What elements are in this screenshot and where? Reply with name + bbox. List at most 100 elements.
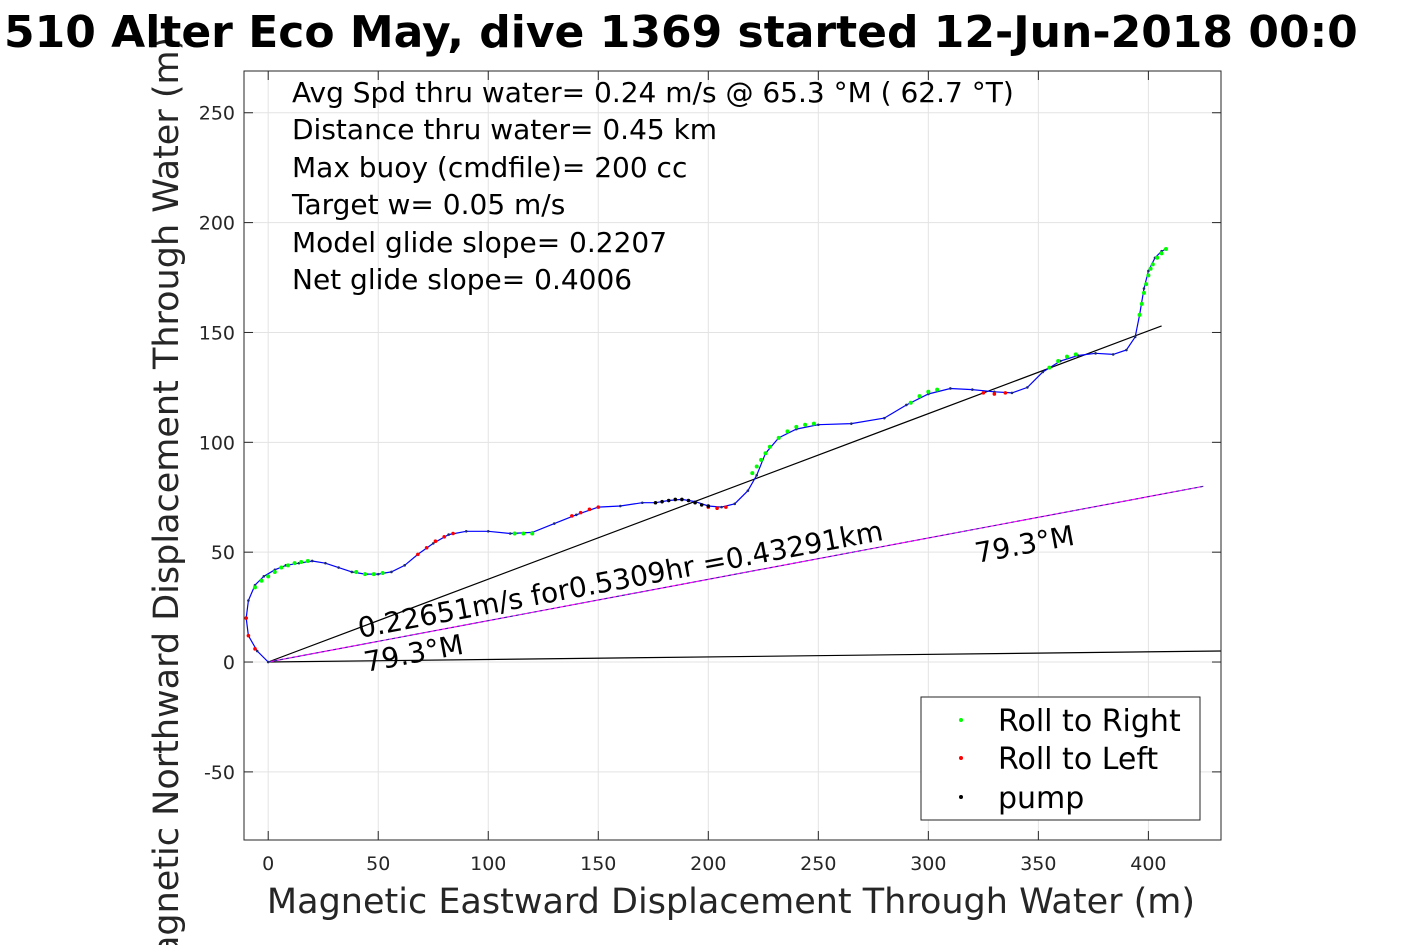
roll-right-point xyxy=(1150,262,1155,267)
roll-right-point xyxy=(1163,246,1168,251)
roll-left-point xyxy=(424,545,429,550)
track-point xyxy=(337,566,340,569)
track-point xyxy=(255,649,259,653)
roll-left-point xyxy=(244,616,249,620)
x-tick-label: 150 xyxy=(580,853,616,875)
stats-annotations: Avg Spd thru water= 0.24 m/s @ 65.3 °M (… xyxy=(291,76,1014,296)
track-point xyxy=(1142,287,1146,290)
roll-right-point xyxy=(917,394,922,399)
roll-right-point xyxy=(259,578,264,583)
y-tick-label: 200 xyxy=(199,213,235,235)
roll-right-point xyxy=(1141,290,1146,295)
y-tick-label: 250 xyxy=(199,103,235,125)
plot-frame xyxy=(243,70,1222,841)
roll-right-point xyxy=(794,424,799,429)
annotation-net-slope: Net glide slope= 0.4006 xyxy=(292,263,632,296)
y-tick-label: 50 xyxy=(211,542,235,564)
roll-left-point xyxy=(253,647,257,651)
roll-left-point xyxy=(724,505,728,509)
roll-right-point xyxy=(785,429,790,434)
roll-right-point xyxy=(1073,352,1078,357)
roll-left-point xyxy=(981,391,986,395)
annotation-target-w: Target w= 0.05 m/s xyxy=(291,188,565,221)
roll-right-point xyxy=(354,569,359,574)
roll-right-point xyxy=(1148,266,1153,271)
track-point xyxy=(431,542,435,545)
y-tick-label: 0 xyxy=(223,652,235,674)
roll-right-point xyxy=(380,571,385,576)
track-point xyxy=(640,501,644,505)
legend-label-pump: pump xyxy=(998,781,1084,816)
axis-ticks: 0 50 100 150 200 250 300 350 400 -50 0 50 100 150 200 2… xyxy=(199,71,1221,875)
annotation-model-slope: Model glide slope= 0.2207 xyxy=(292,226,667,259)
roll-right-point xyxy=(1146,273,1151,278)
pump-point xyxy=(660,499,664,504)
track-point xyxy=(310,559,314,563)
track-point xyxy=(1111,353,1115,356)
track-point xyxy=(733,502,737,506)
x-tick-label: 400 xyxy=(1130,853,1166,875)
roll-right-point xyxy=(1137,312,1142,317)
track-point xyxy=(1026,386,1029,389)
pump-point xyxy=(680,497,684,502)
current-line-overlay xyxy=(268,485,1204,663)
roll-right-point xyxy=(286,563,291,568)
legend-marker-roll-right xyxy=(959,718,963,722)
pump-point xyxy=(686,498,691,503)
roll-right-point xyxy=(272,569,277,574)
track-point xyxy=(447,533,450,536)
x-tick-label: 300 xyxy=(910,853,946,875)
roll-right-point xyxy=(811,421,816,426)
track-point xyxy=(247,599,250,602)
roll-left-point xyxy=(578,510,583,515)
track-point xyxy=(262,575,266,578)
x-tick-label: 0 xyxy=(262,853,274,875)
track-point xyxy=(720,505,723,509)
track-point xyxy=(1041,370,1045,374)
track-point xyxy=(574,513,578,517)
roll-left-point xyxy=(715,506,719,511)
heading-line xyxy=(268,650,1221,663)
x-axis-label: Magnetic Eastward Displacement Through W… xyxy=(267,882,1195,922)
track-point xyxy=(1147,269,1150,273)
roll-right-point xyxy=(1056,359,1061,364)
track-point xyxy=(905,403,908,407)
roll-right-point xyxy=(763,451,768,456)
track-point xyxy=(618,504,622,508)
pump-point xyxy=(673,497,678,502)
legend-marker-roll-left xyxy=(959,756,963,760)
legend-box xyxy=(920,696,1201,821)
roll-left-point xyxy=(416,552,420,557)
track-point xyxy=(350,570,354,574)
track-point xyxy=(883,416,886,420)
track-point xyxy=(390,570,393,574)
roll-left-point xyxy=(451,531,455,536)
roll-left-point xyxy=(246,633,251,638)
roll-right-point xyxy=(776,435,781,440)
track-point xyxy=(486,530,490,533)
roll-right-point xyxy=(292,561,297,566)
y-tick-label: 150 xyxy=(199,322,235,344)
annotation-max-buoy: Max buoy (cmdfile)= 200 cc xyxy=(292,151,687,184)
track-point xyxy=(1133,335,1137,339)
roll-right-point xyxy=(1155,255,1160,260)
roll-left-point xyxy=(596,505,601,509)
roll-right-point xyxy=(935,387,940,392)
roll-right-point xyxy=(363,572,368,577)
pump-point xyxy=(706,504,711,508)
roll-right-point xyxy=(299,560,304,565)
pump-point xyxy=(693,500,697,505)
track-point xyxy=(403,564,406,567)
roll-left-point xyxy=(442,534,447,539)
track-point xyxy=(1010,391,1014,395)
roll-right-point xyxy=(1064,354,1069,359)
roll-right-point xyxy=(512,531,517,536)
roll-left-point xyxy=(992,392,997,396)
x-tick-label: 100 xyxy=(470,853,506,875)
pump-point xyxy=(666,498,671,503)
legend-label-roll-right: Roll to Right xyxy=(998,704,1181,739)
roll-right-point xyxy=(1159,251,1164,256)
roll-right-point xyxy=(908,400,913,405)
roll-left-point xyxy=(433,539,438,543)
